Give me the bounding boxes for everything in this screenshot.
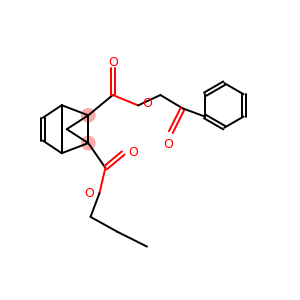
Text: O: O: [163, 137, 173, 151]
Text: O: O: [142, 98, 152, 110]
Circle shape: [82, 136, 95, 150]
Text: O: O: [129, 146, 139, 160]
Text: O: O: [84, 187, 94, 200]
Circle shape: [82, 136, 95, 150]
Circle shape: [82, 109, 95, 122]
Text: O: O: [108, 56, 118, 69]
Circle shape: [82, 109, 95, 122]
